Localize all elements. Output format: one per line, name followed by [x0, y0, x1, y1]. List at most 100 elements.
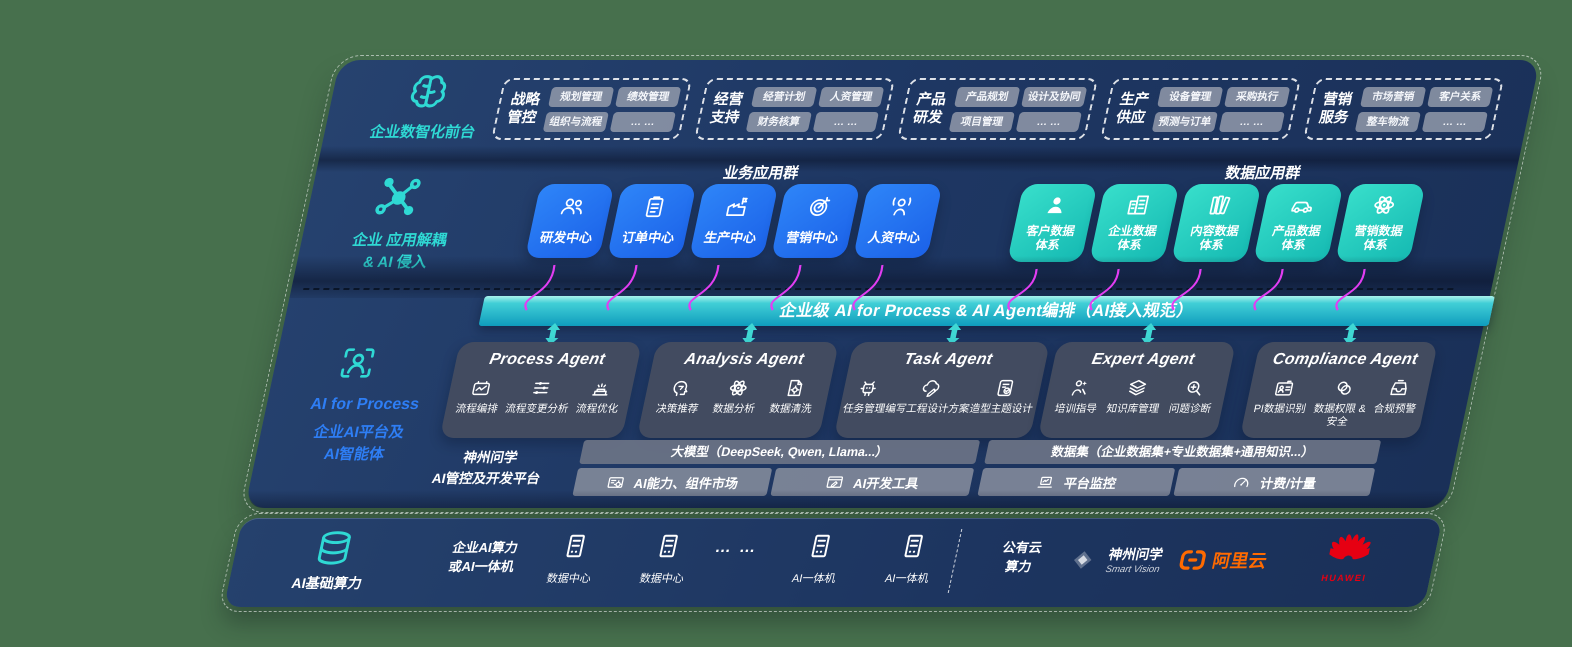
tile-order-center: 订单中心 — [606, 184, 697, 258]
gauge-icon — [1230, 473, 1253, 492]
chip: 设计及协同 — [1021, 86, 1088, 107]
machine-icon — [588, 377, 615, 399]
ai-market-cell: AI能力、组件市场 — [572, 468, 773, 496]
agent-item: 合规预警 — [1372, 377, 1422, 416]
agent-item: 流程优化 — [575, 377, 625, 416]
main-panel: 企业数智化前台 战略 管控 规划管理 绩效管理 组织与流程 … … 经营 支持 … — [239, 55, 1546, 513]
overlap-circles-icon — [1331, 377, 1358, 399]
group-chips: 经营计划 人资管理 财务核算 … … — [745, 86, 885, 132]
chip: … … — [609, 111, 677, 132]
updown-arrow-icon — [742, 323, 758, 345]
brain-icon — [401, 68, 457, 114]
tile-content-data: 内容数据 体系 — [1171, 184, 1262, 262]
car-icon — [1286, 192, 1318, 218]
agent-item: 知识库管理 — [1105, 377, 1166, 416]
updown-arrow-icon — [1343, 323, 1359, 345]
people-icon — [557, 194, 589, 220]
sliders-icon — [528, 377, 555, 399]
chip: 预测与订单 — [1151, 111, 1219, 132]
llm-header: 大模型（DeepSeek, Qwen, Llama...） — [579, 440, 981, 464]
chart-box-icon — [468, 377, 495, 399]
ai-devtools-cell: AI开发工具 — [770, 468, 975, 496]
teach-icon — [1067, 377, 1094, 399]
chip: 项目管理 — [948, 111, 1016, 132]
building-icon — [1122, 192, 1154, 218]
tile-production-center: 生产中心 — [688, 184, 779, 258]
chip: 绩效管理 — [615, 86, 682, 107]
agent-item: 造型主题设计 — [968, 377, 1039, 416]
group-title: 产品 研发 — [911, 91, 948, 126]
chip: 财务核算 — [745, 111, 813, 132]
smartvision-logo: 神州问学 Smart Vision — [1104, 547, 1165, 575]
group-title: 营销 服务 — [1317, 91, 1354, 126]
agent-item: 数据清洗 — [768, 377, 818, 416]
head-arrow-icon — [668, 377, 695, 399]
tile-enterprise-data: 企业数据 体系 — [1089, 184, 1180, 262]
group-chips: 市场营销 客户关系 整车物流 … … — [1354, 86, 1494, 132]
tile-marketing-data: 营销数据 体系 — [1335, 184, 1426, 262]
agent-item: 问题诊断 — [1167, 377, 1217, 416]
database-icon — [307, 527, 360, 571]
server-icon — [803, 531, 839, 561]
robot-icon — [855, 377, 882, 399]
chip: … … — [1218, 111, 1286, 132]
updown-arrow-icon — [545, 323, 561, 345]
server-icon — [896, 531, 932, 561]
agent-item: 编写工程设计方案 — [884, 377, 976, 416]
updown-arrow-icon — [946, 323, 962, 345]
factory-icon — [721, 194, 753, 220]
group-title: 经营 支持 — [708, 91, 745, 126]
ai-appliance-node: AI一体机 — [862, 519, 962, 586]
aliyun-logo: 阿里云 — [1175, 545, 1270, 575]
person-icon — [1040, 192, 1072, 218]
updown-arrow-icon — [1141, 323, 1157, 345]
target-icon — [803, 194, 835, 220]
chip: … … — [1015, 111, 1083, 132]
magnifier-icon — [1181, 377, 1208, 399]
molecule-icon — [367, 172, 430, 224]
id-card-icon — [1271, 377, 1298, 399]
window-pen-icon — [824, 473, 847, 492]
server-icon — [558, 531, 594, 561]
chip: 客户关系 — [1427, 86, 1494, 107]
smartvision-diamond-icon — [1060, 541, 1106, 579]
chip: 人资管理 — [818, 86, 885, 107]
panel-wrapper: 企业数智化前台 战略 管控 规划管理 绩效管理 组织与流程 … … 经营 支持 … — [218, 55, 1546, 620]
tile-hr-center: 人资中心 — [852, 184, 943, 258]
compute-panel: AI基础算力 企业AI算力 或AI一体机 数据中心 数据中心 … … AI一体机… — [218, 513, 1448, 612]
agent-analysis: Analysis Agent 决策推荐 数据分析 数据清洗 — [636, 342, 840, 438]
card-gear-icon — [604, 473, 627, 492]
chip: 整车物流 — [1354, 111, 1422, 132]
doc-check-icon — [992, 377, 1019, 399]
inbox-alert-icon — [1386, 377, 1413, 399]
agent-item: 流程变更分析 — [504, 377, 575, 416]
agent-process: Process Agent 流程编排 流程变更分析 流程优化 — [439, 342, 643, 438]
group-chips: 设备管理 采购执行 预测与订单 … … — [1151, 86, 1291, 132]
business-apps-header: 业务应用群 — [721, 165, 801, 182]
front-group-strategy: 战略 管控 规划管理 绩效管理 组织与流程 … … — [490, 78, 693, 140]
chip: … … — [812, 111, 880, 132]
agent-item: 流程编排 — [454, 377, 504, 416]
chip: 规划管理 — [548, 86, 615, 107]
ellipsis-nodes: … … — [713, 539, 760, 556]
tile-rd-center: 研发中心 — [524, 184, 615, 258]
tile-product-data: 产品数据 体系 — [1253, 184, 1344, 262]
group-title: 战略 管控 — [505, 91, 542, 126]
layers-icon — [1124, 377, 1151, 399]
group-chips: 产品规划 设计及协同 项目管理 … … — [948, 86, 1088, 132]
datacenter-node: 数据中心 — [524, 519, 624, 586]
front-group-operation: 经营 支持 经营计划 人资管理 财务核算 … … — [693, 78, 896, 140]
agent-item: 数据分析 — [711, 377, 761, 416]
huawei-logo: HUAWEI — [1311, 531, 1386, 583]
agent-item: PI数据识别 — [1252, 377, 1312, 416]
chip: 产品规划 — [954, 86, 1021, 107]
cloud-pen-icon — [918, 377, 945, 399]
dataset-header: 数据集（企业数据集+专业数据集+通用知识...） — [984, 440, 1382, 464]
aliyun-brackets-icon — [1175, 545, 1211, 575]
group-title: 生产 供应 — [1114, 91, 1151, 126]
front-group-production: 生产 供应 设备管理 采购执行 预测与订单 … … — [1099, 78, 1302, 140]
books-icon — [1204, 192, 1236, 218]
agent-expert: Expert Agent 培训指导 知识库管理 问题诊断 — [1037, 342, 1237, 438]
atom-icon — [725, 377, 752, 399]
